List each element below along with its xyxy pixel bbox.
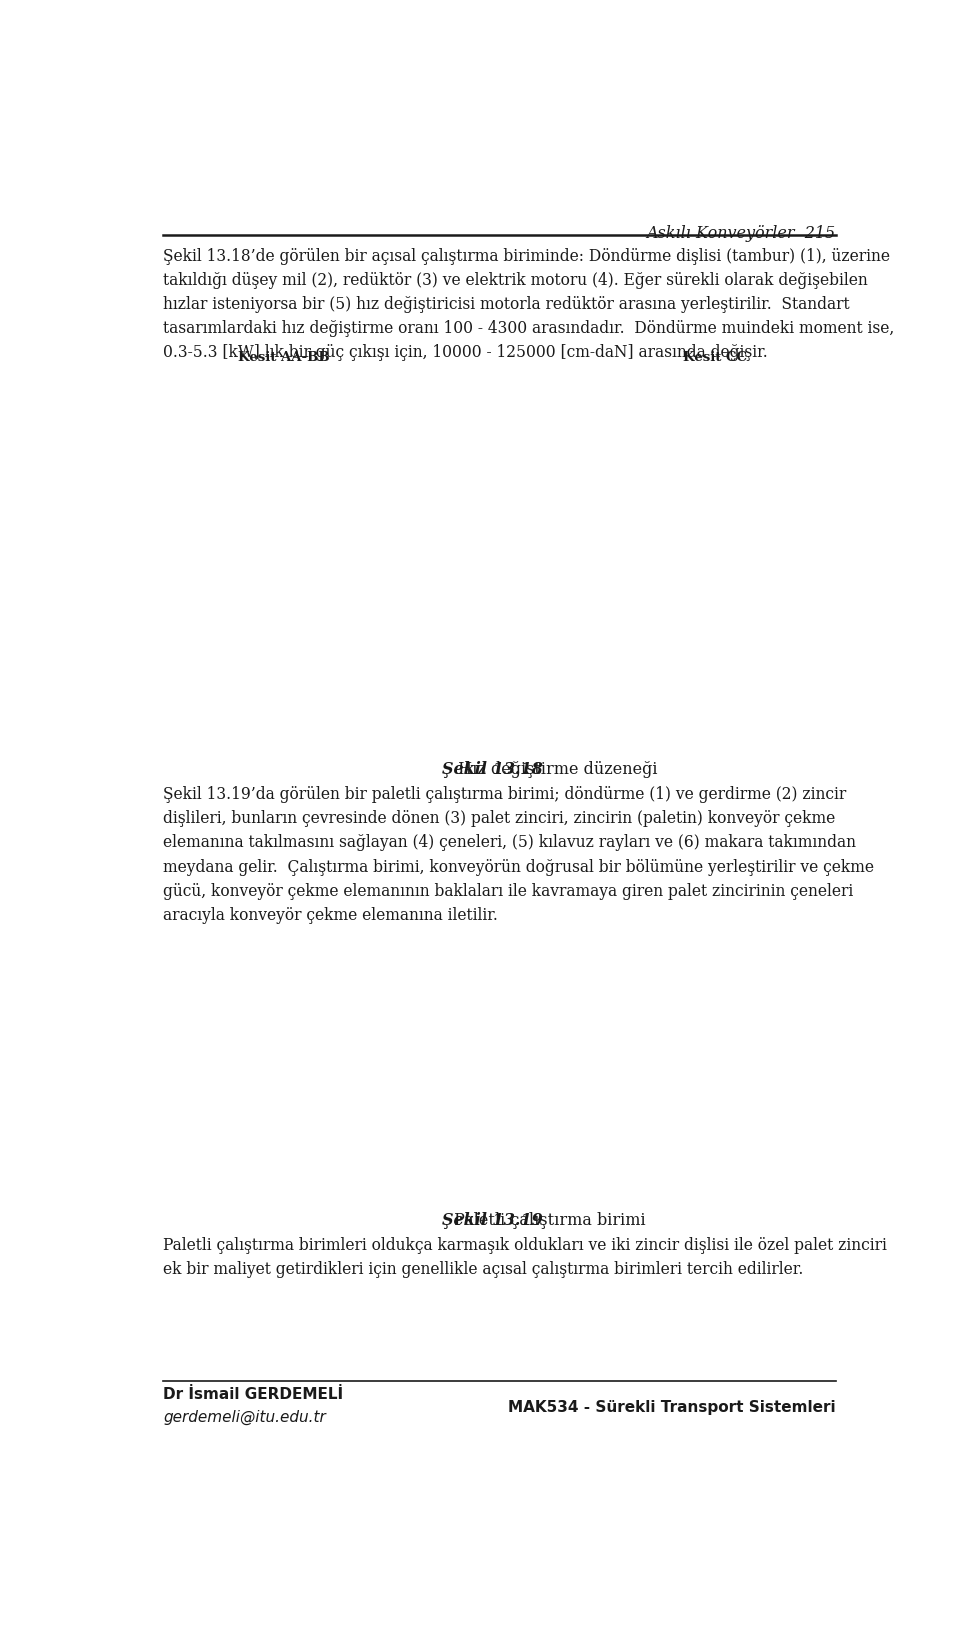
Bar [194, 933, 789, 1203]
Bar [163, 371, 836, 753]
Text: Kesit AA-BB: Kesit AA-BB [238, 351, 329, 364]
Text: Şekil 13.19: Şekil 13.19 [442, 1211, 542, 1229]
Text: Hız değiştirme düzeneği: Hız değiştirme düzeneği [453, 761, 658, 777]
Text: Paletli çalıştırma birimleri oldukça karmaşık oldukları ve iki zincir dişlisi il: Paletli çalıştırma birimleri oldukça kar… [163, 1237, 887, 1278]
Text: gerdemeli@itu.edu.tr: gerdemeli@itu.edu.tr [163, 1410, 325, 1424]
Text: Şekil 13.18: Şekil 13.18 [442, 761, 542, 777]
Text: Dr İsmail GERDEMELİ: Dr İsmail GERDEMELİ [163, 1387, 344, 1402]
Text: Paletli çalıştırma birimi: Paletli çalıştırma birimi [449, 1211, 646, 1229]
Text: Kesit CC: Kesit CC [684, 351, 747, 364]
Text: Şekil 13.18’de görülen bir açısal çalıştırma biriminde: Döndürme dişlisi (tambur: Şekil 13.18’de görülen bir açısal çalışt… [163, 247, 895, 361]
Text: Askılı Konveyörler  215: Askılı Konveyörler 215 [647, 224, 836, 242]
Text: MAK534 - Sürekli Transport Sistemleri: MAK534 - Sürekli Transport Sistemleri [508, 1400, 836, 1415]
Text: Şekil 13.19’da görülen bir paletli çalıştırma birimi; döndürme (1) ve gerdirme (: Şekil 13.19’da görülen bir paletli çalış… [163, 785, 875, 924]
